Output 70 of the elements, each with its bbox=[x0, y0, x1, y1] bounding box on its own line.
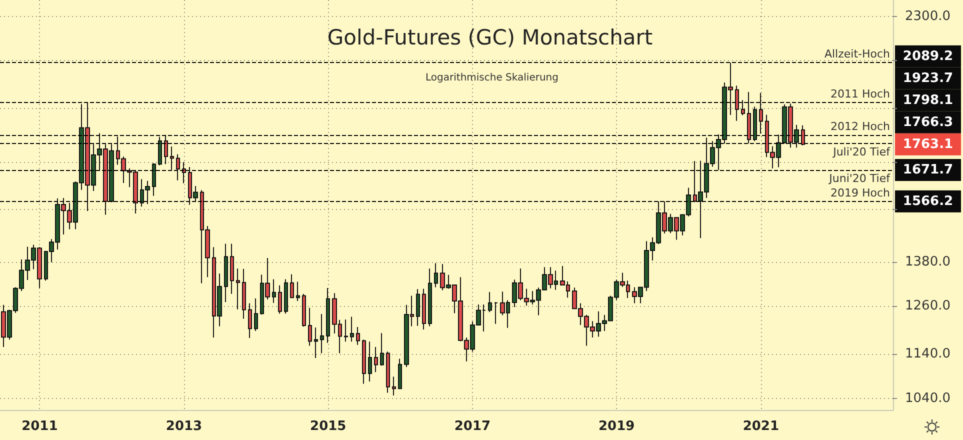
ref-line-label: Juni'20 Tief bbox=[828, 172, 892, 185]
candlestick bbox=[356, 326, 360, 346]
candlestick bbox=[434, 262, 438, 288]
candlestick bbox=[494, 302, 498, 324]
candlestick bbox=[284, 278, 288, 314]
candlestick bbox=[392, 376, 396, 396]
y-tick-label: 1040.0 bbox=[905, 390, 950, 406]
candlestick bbox=[236, 268, 240, 310]
candlestick bbox=[753, 106, 757, 142]
candlestick bbox=[248, 302, 252, 338]
x-tick-label: 2015 bbox=[310, 419, 346, 434]
ref-line-label: 2012 Hoch bbox=[830, 120, 890, 133]
text: 1671.7 bbox=[902, 162, 954, 178]
candlestick bbox=[362, 339, 366, 384]
text: 1566.2 bbox=[902, 194, 954, 209]
candlestick bbox=[374, 346, 378, 373]
candlestick bbox=[272, 278, 276, 304]
candlestick bbox=[368, 341, 372, 382]
candlestick bbox=[386, 351, 390, 394]
candlestick bbox=[170, 146, 174, 170]
x-tick-label: 2019 bbox=[598, 419, 635, 434]
candlestick bbox=[380, 332, 384, 366]
candlestick bbox=[182, 162, 186, 184]
candlestick bbox=[152, 162, 156, 196]
candlestick bbox=[416, 288, 420, 326]
candlestick bbox=[164, 134, 168, 165]
candlestick bbox=[308, 307, 312, 346]
x-tick-label: 2013 bbox=[166, 419, 202, 434]
y-tick-label: 1260.0 bbox=[905, 298, 950, 314]
candlestick bbox=[302, 293, 306, 328]
candlestick bbox=[254, 298, 258, 332]
candlestick bbox=[488, 292, 492, 313]
candlestick bbox=[290, 274, 294, 299]
candlestick bbox=[350, 316, 354, 342]
candlestick bbox=[741, 100, 745, 116]
text: Logarithmische Skalierung bbox=[426, 72, 558, 84]
y-tick-label: 2300.0 bbox=[905, 8, 950, 24]
candlestick bbox=[398, 358, 402, 390]
candlestick bbox=[278, 284, 282, 314]
candlestick bbox=[230, 243, 234, 294]
candlestick bbox=[747, 91, 751, 144]
ref-line-label: Allzeit-Hoch bbox=[824, 48, 890, 61]
ref-line-label: 2019 Hoch bbox=[830, 186, 890, 200]
text: 1763.1 bbox=[902, 136, 954, 152]
x-tick-label: 2021 bbox=[742, 419, 780, 434]
text: 1766.3 bbox=[902, 114, 954, 130]
candlestick bbox=[428, 268, 432, 327]
ref-line-label: Juli'20 Tief bbox=[832, 145, 892, 158]
text: Gold-Futures (GC) Monatschart bbox=[327, 26, 653, 50]
candlestick bbox=[735, 85, 739, 122]
text: 1923.7 bbox=[902, 70, 954, 86]
ref-line-label: 2011 Hoch bbox=[830, 87, 890, 100]
candlestick bbox=[326, 287, 330, 344]
y-tick-label: 1140.0 bbox=[905, 346, 950, 362]
candlestick bbox=[296, 281, 300, 302]
candlestick bbox=[314, 326, 318, 358]
candlestick bbox=[242, 268, 246, 320]
x-tick-label: 2011 bbox=[22, 419, 58, 434]
text: 2089.2 bbox=[902, 48, 954, 64]
text: 1798.1 bbox=[902, 92, 954, 108]
candlestick bbox=[320, 314, 324, 354]
candlestick bbox=[224, 243, 228, 303]
y-tick-label: 1380.0 bbox=[905, 254, 950, 270]
candlestick bbox=[344, 319, 348, 342]
candlestick bbox=[422, 288, 426, 330]
x-tick-label: 2017 bbox=[454, 419, 491, 434]
candlestick bbox=[176, 154, 180, 181]
candlestick bbox=[801, 124, 805, 146]
candlestick bbox=[158, 136, 162, 166]
candlestick bbox=[759, 92, 763, 134]
